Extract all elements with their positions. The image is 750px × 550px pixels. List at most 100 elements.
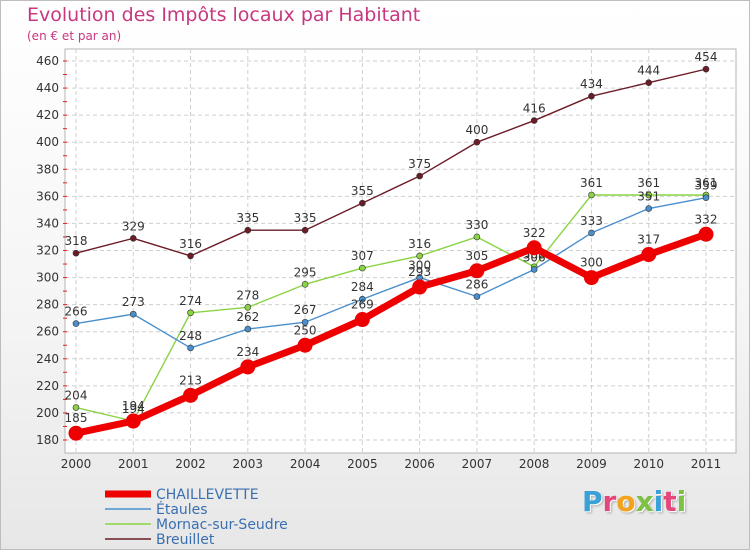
series-point [583, 270, 599, 286]
data-label: 286 [465, 278, 488, 292]
data-label: 335 [236, 211, 259, 225]
data-label: 250 [294, 323, 317, 337]
legend-label: CHAILLEVETTE [156, 487, 259, 503]
y-tick-label: 340 [36, 216, 59, 230]
y-tick-label: 220 [36, 379, 59, 393]
series-point [125, 413, 141, 429]
y-tick-label: 420 [36, 108, 59, 122]
series-point [244, 226, 252, 234]
data-label: 194 [122, 399, 145, 413]
x-tick-label: 2001 [118, 457, 149, 471]
logo-letter: i [653, 485, 664, 518]
series-point [530, 117, 538, 124]
data-label: 300 [580, 256, 603, 270]
y-tick-label: 260 [36, 325, 59, 339]
series-point [244, 325, 252, 333]
series-point [183, 387, 199, 403]
data-label: 248 [179, 329, 202, 343]
series-point [187, 252, 194, 260]
series-line [75, 68, 707, 257]
series-point [698, 226, 714, 242]
y-tick-label: 380 [36, 162, 59, 176]
series-point [588, 92, 595, 100]
data-label: 305 [465, 249, 488, 263]
data-label: 284 [351, 280, 374, 294]
logo-letter: o [616, 485, 636, 518]
series-point [530, 266, 538, 273]
series-point [473, 233, 481, 241]
data-label: 318 [65, 234, 88, 248]
series-point [68, 425, 84, 441]
proxiti-logo: Proxiti [582, 485, 686, 518]
data-label: 262 [236, 310, 259, 324]
data-label: 322 [523, 226, 546, 240]
series-point [588, 229, 595, 237]
series-point [240, 359, 256, 375]
data-label: 266 [65, 305, 88, 319]
series-point [702, 194, 710, 202]
series-point [526, 240, 542, 256]
y-tick-label: 280 [36, 298, 59, 312]
data-label: 361 [695, 176, 718, 190]
series-point [72, 404, 80, 411]
y-tick-label: 180 [36, 433, 59, 447]
data-label: 307 [351, 249, 374, 263]
series-point [416, 172, 423, 180]
y-tick-label: 300 [36, 271, 59, 285]
data-label: 361 [637, 176, 660, 190]
data-label: 316 [408, 237, 431, 251]
data-label: 333 [580, 214, 603, 228]
x-tick-label: 2004 [290, 457, 321, 471]
data-label: 332 [695, 212, 718, 226]
data-label: 317 [637, 233, 660, 247]
series-point [645, 205, 653, 212]
x-tick-label: 2003 [233, 457, 264, 471]
y-tick-label: 360 [36, 189, 59, 203]
data-label: 269 [351, 298, 374, 312]
y-tick-label: 240 [36, 352, 59, 366]
logo-letter: i [676, 485, 687, 518]
series-point [469, 263, 485, 279]
data-label: 274 [179, 294, 202, 308]
series-point [301, 281, 309, 288]
logo-letter: t [663, 485, 677, 518]
series-point [645, 79, 653, 86]
series-point [244, 304, 252, 311]
series-line [75, 197, 707, 349]
series-line [72, 230, 710, 437]
legend-label: Étaules [156, 501, 208, 518]
data-label: 329 [122, 219, 145, 233]
x-tick-label: 2011 [691, 457, 722, 471]
series-point [359, 295, 366, 303]
data-label: 273 [122, 295, 145, 309]
series-point [473, 138, 481, 146]
y-tick-label: 200 [36, 406, 59, 420]
series-point [412, 279, 428, 295]
y-tick-label: 320 [36, 244, 59, 258]
data-label: 234 [236, 345, 259, 359]
data-label: 267 [294, 303, 317, 317]
x-tick-label: 2010 [633, 457, 664, 471]
x-tick-label: 2008 [519, 457, 550, 471]
series-point [129, 235, 137, 242]
series-point [301, 226, 309, 234]
x-tick-label: 2009 [576, 457, 607, 471]
series-point [129, 310, 137, 318]
data-label: 213 [179, 373, 202, 387]
x-tick-label: 2006 [404, 457, 435, 471]
legend-label: Mornac-sur-Seudre [156, 517, 288, 533]
y-tick-label: 460 [36, 54, 59, 68]
series-line [75, 194, 707, 422]
series-point [588, 191, 595, 199]
data-label: 316 [179, 237, 202, 251]
data-label: 295 [294, 265, 317, 279]
series-point [359, 199, 366, 207]
series-point [416, 252, 423, 260]
data-label: 400 [465, 123, 488, 137]
data-label: 359 [695, 179, 718, 193]
logo-letter: r [602, 485, 617, 518]
x-tick-label: 2000 [61, 457, 92, 471]
data-label: 194 [122, 402, 145, 416]
series-point [187, 309, 194, 317]
